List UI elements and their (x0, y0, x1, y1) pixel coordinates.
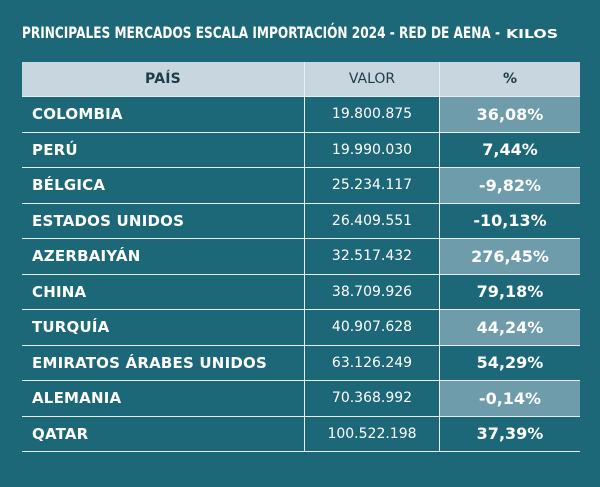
percent: -0,14% (440, 381, 580, 416)
country: CHINA (22, 274, 305, 309)
percent: -9,82% (440, 168, 580, 203)
table-row: EMIRATOS ÁRABES UNIDOS 63.126.249 54,29% (22, 345, 580, 381)
country: PERÚ (22, 132, 305, 167)
table-row: TURQUÍA 40.907.628 44,24% (22, 310, 580, 346)
value: 40.907.628 (305, 310, 440, 345)
title-bar: PRINCIPALES MERCADOS ESCALA IMPORTACIÓN … (22, 23, 558, 42)
unit: KILOS (506, 27, 558, 41)
column-header: VALOR (305, 62, 440, 96)
percent: 79,18% (476, 282, 544, 302)
value: 38.709.926 (305, 274, 440, 309)
percent: 44,24% (440, 310, 580, 345)
value: 32.517.432 (305, 239, 440, 274)
country: COLOMBIA (22, 97, 305, 132)
column-header: % (502, 71, 518, 87)
table: PAÍS VALOR% COLOMBIA 19.800.875 36,08% PERÚ 19… (22, 62, 580, 452)
value: 26.409.551 (305, 203, 440, 238)
table-row: QATAR 100.522.198 37,39% (22, 416, 580, 452)
country: AZERBAIYÁN (22, 239, 305, 274)
percent: 36,08% (440, 97, 580, 132)
column-header: PAÍS (22, 62, 305, 96)
table-row: COLOMBIA 19.800.875 36,08% (22, 97, 580, 133)
table-row: ESTADOS UNIDOS 26.409.551 -10,13% (22, 203, 580, 239)
country: ESTADOS UNIDOS (22, 203, 305, 238)
value: 70.368.992 (305, 381, 440, 416)
table-row: AZERBAIYÁN 32.517.432 276,45% (22, 239, 580, 275)
table-row: ALEMANIA 70.368.992 -0,14% (22, 381, 580, 417)
title: PRINCIPALES MERCADOS ESCALA IMPORTACIÓN … (22, 23, 500, 42)
percent: 276,45% (440, 239, 580, 274)
value: 19.990.030 (305, 132, 440, 167)
value: 19.800.875 (305, 97, 440, 132)
table-row: CHINA 38.709.926 79,18% (22, 274, 580, 310)
percent: 37,39% (476, 424, 544, 444)
value: 100.522.198 (305, 416, 440, 451)
country: BÉLGICA (22, 168, 305, 203)
table-row: PERÚ 19.990.030 7,44% (22, 132, 580, 168)
country: TURQUÍA (22, 310, 305, 345)
percent: -10,13% (473, 211, 547, 231)
percent: 7,44% (482, 140, 538, 160)
value: 63.126.249 (305, 345, 440, 380)
percent: 54,29% (476, 353, 544, 373)
country: QATAR (22, 416, 305, 451)
table-row: BÉLGICA 25.234.117 -9,82% (22, 168, 580, 204)
header-row: PAÍS VALOR% (22, 62, 580, 97)
country: ALEMANIA (22, 381, 305, 416)
value: 25.234.117 (305, 168, 440, 203)
country: EMIRATOS ÁRABES UNIDOS (22, 345, 305, 380)
